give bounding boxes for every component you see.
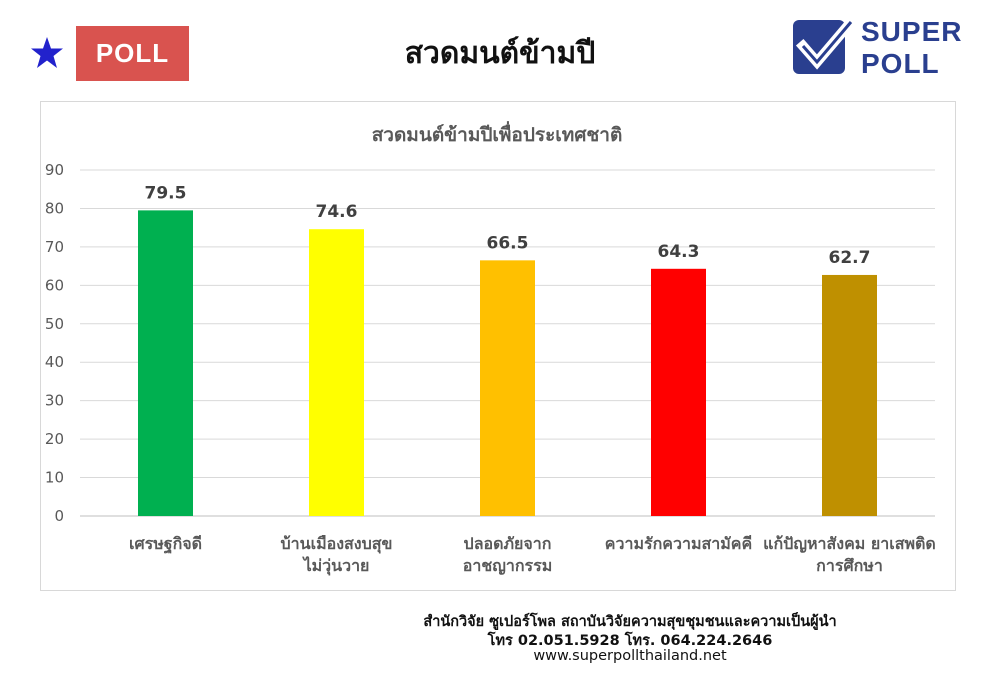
data-label: 64.3 <box>658 242 700 262</box>
y-tick-label: 40 <box>45 353 64 371</box>
footer-phone: โทร 02.051.5928 โทร. 064.224.2646 <box>487 633 773 649</box>
x-tick-label: อาชญากรรม <box>463 556 553 576</box>
y-tick-label: 70 <box>45 238 64 256</box>
x-tick-label: แก้ปัญหาสังคม ยาเสพติด <box>763 534 936 554</box>
chart-title: สวดมนต์ข้ามปีเพื่อประเทศชาติ <box>371 124 623 146</box>
y-tick-label: 90 <box>45 161 64 179</box>
y-tick-label: 50 <box>45 315 64 333</box>
bar <box>480 260 535 516</box>
bar <box>138 210 193 516</box>
y-tick-label: 20 <box>45 430 64 448</box>
checkmark-logo-icon <box>793 16 855 74</box>
x-tick-label: ความรักความสามัคคี <box>605 534 752 553</box>
poll-badge: POLL <box>76 26 189 81</box>
data-label: 79.5 <box>145 183 187 203</box>
footer-website: www.superpollthailand.net <box>533 648 727 664</box>
data-label: 62.7 <box>829 248 871 268</box>
x-tick-label: ปลอดภัยจาก <box>464 534 552 553</box>
y-tick-label: 0 <box>54 507 64 525</box>
data-label: 74.6 <box>316 202 358 222</box>
x-tick-label: บ้านเมืองสงบสุข <box>281 534 393 554</box>
super-poll-logo: SUPER POLL <box>791 14 981 84</box>
data-label: 66.5 <box>487 233 529 253</box>
x-tick-label: ไม่วุ่นวาย <box>302 556 370 576</box>
footer-org: สำนักวิจัย ซูเปอร์โพล สถาบันวิจัยความสุข… <box>423 614 837 630</box>
bar <box>651 268 706 516</box>
y-tick-label: 60 <box>45 276 64 294</box>
y-tick-label: 30 <box>45 392 64 410</box>
bar <box>822 274 877 516</box>
x-tick-label: การศึกษา <box>816 556 883 575</box>
page-title: สวดมนต์ข้ามปี <box>404 36 596 71</box>
x-tick-label: เศรษฐกิจดี <box>129 534 202 554</box>
y-tick-label: 10 <box>45 469 64 487</box>
logo-text-bottom: POLL <box>861 48 940 79</box>
y-tick-label: 80 <box>45 199 64 217</box>
logo-text-top: SUPER <box>861 16 963 47</box>
star-icon <box>31 37 63 68</box>
bar <box>309 229 364 516</box>
